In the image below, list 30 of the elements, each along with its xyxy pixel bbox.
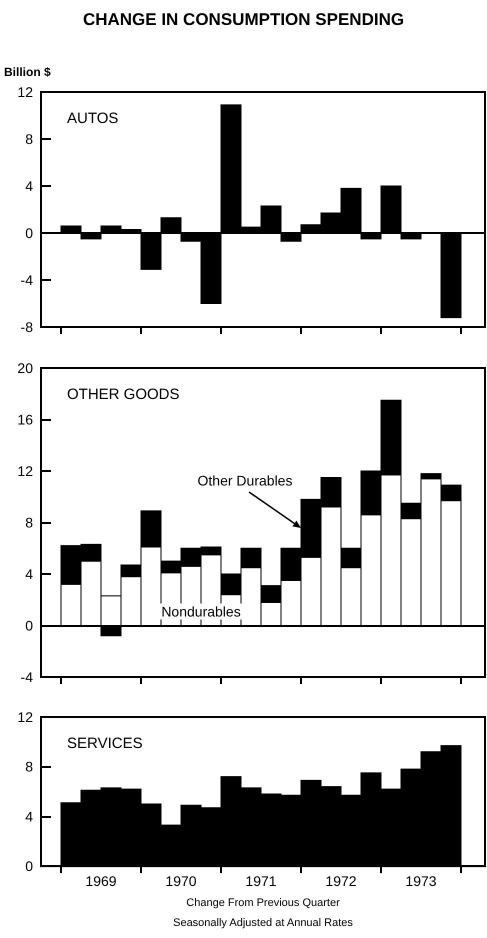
x-tick-label: 1971	[245, 873, 277, 890]
y-tick-label: 12	[17, 463, 34, 479]
y-tick-label: 8	[25, 514, 34, 530]
y-tick-label: 4	[25, 178, 34, 194]
text: SERVICES	[67, 735, 143, 752]
x-tick-label: 1969	[85, 873, 117, 890]
y-tick-label: 20	[17, 360, 34, 376]
y-tick-label: 4	[25, 808, 34, 824]
y-tick-label: 0	[25, 858, 34, 874]
x-tick-label: 1973	[405, 873, 437, 890]
y-tick-label: 0	[25, 225, 34, 241]
text: AUTOS	[67, 110, 118, 127]
y-tick-label: 8	[25, 131, 34, 147]
x-tick-label: 1972	[325, 873, 357, 890]
y-tick-label: 8	[25, 758, 34, 775]
y-tick-label: -4	[20, 272, 34, 288]
y-tick-label: 0	[25, 618, 34, 634]
y-tick-label: 12	[17, 709, 34, 725]
y-tick-label: -8	[20, 319, 34, 335]
chart-title: CHANGE IN CONSUMPTION SPENDING	[82, 10, 404, 29]
y-tick-label: 4	[25, 566, 34, 582]
text: OTHER GOODS	[67, 386, 180, 403]
y-tick-label: 12	[17, 84, 34, 100]
y-axis-title: Billion $	[4, 65, 51, 79]
x-tick-label: 1970	[165, 873, 197, 890]
y-tick-label: -4	[20, 669, 34, 685]
x-axis-title: Change From Previous Quarter Seasonally Adjusted at Annual Rates	[173, 897, 354, 929]
y-tick-label: 16	[17, 412, 34, 428]
series-label: Other Durables	[198, 472, 292, 488]
series-label: Nondurables	[161, 604, 241, 620]
